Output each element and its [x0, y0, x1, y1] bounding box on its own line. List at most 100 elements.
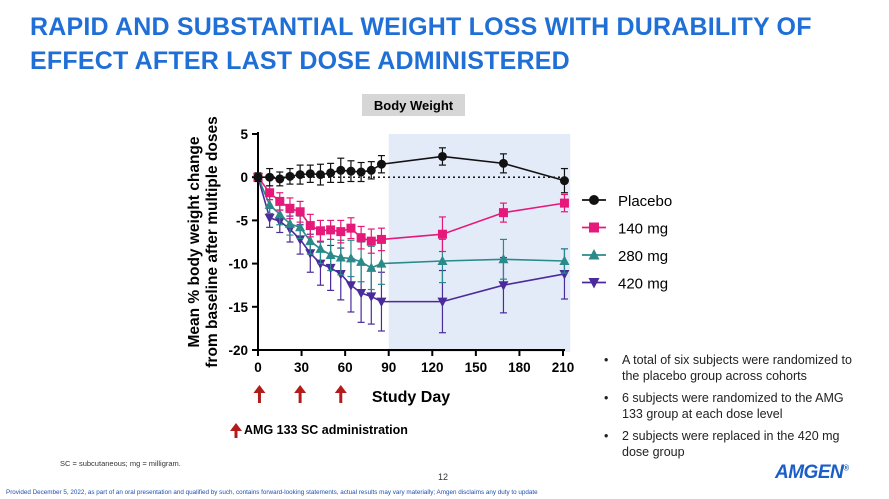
data-point-420-mg	[264, 213, 275, 224]
series-line-placebo	[258, 155, 565, 182]
y-axis-label-line-2: from baseline after multiple doses	[204, 116, 221, 368]
data-point-280-mg	[366, 262, 377, 272]
data-point-140-mg	[356, 233, 366, 243]
data-point-placebo	[498, 158, 508, 168]
data-point-420-mg	[315, 259, 326, 270]
data-point-140-mg	[437, 229, 447, 239]
x-tick-label: 30	[294, 360, 309, 375]
legend-marker-140-mg	[589, 222, 599, 233]
x-tick-label: 0	[254, 360, 262, 375]
y-tick-label: -20	[228, 343, 248, 358]
data-point-280-mg	[335, 252, 346, 262]
data-point-280-mg	[295, 221, 306, 232]
arrow-head	[253, 385, 266, 393]
y-tick-label: 0	[240, 170, 248, 185]
slide-title-line-1: RAPID AND SUBSTANTIAL WEIGHT LOSS WITH D…	[30, 13, 812, 41]
follow-up-shaded-region	[388, 134, 571, 352]
dose-arrow-icon	[294, 385, 307, 403]
footnote: SC = subcutaneous; mg = milligram.	[60, 459, 181, 468]
data-point-140-mg	[265, 188, 275, 198]
data-point-280-mg	[559, 255, 570, 266]
data-point-placebo	[253, 172, 263, 182]
chart-title-box	[362, 94, 465, 116]
bullet-list: A total of six subjects were randomized …	[604, 352, 859, 466]
x-tick-label: 60	[338, 360, 353, 375]
data-point-placebo	[295, 170, 305, 180]
y-tick-label: -5	[236, 213, 248, 228]
data-point-420-mg	[295, 235, 306, 245]
data-point-140-mg	[315, 226, 325, 236]
legend-label-280-mg: 280 mg	[618, 248, 668, 265]
data-point-420-mg	[356, 288, 367, 299]
data-point-420-mg	[376, 297, 387, 308]
logo-text: AMGEN	[775, 462, 844, 483]
data-point-placebo	[275, 174, 285, 184]
data-point-280-mg	[274, 208, 285, 219]
arrow-head	[294, 385, 307, 393]
data-point-280-mg	[305, 235, 316, 246]
x-tick-label: 210	[552, 360, 575, 375]
legend-marker-placebo	[589, 195, 599, 205]
bullet-item-1: A total of six subjects were randomized …	[604, 352, 859, 384]
y-tick-label: -10	[228, 257, 248, 272]
dose-annotation-label: AMG 133 SC administration	[244, 423, 408, 437]
x-tick-label: 120	[421, 360, 444, 375]
data-point-placebo	[366, 165, 376, 175]
data-point-280-mg	[325, 249, 336, 259]
y-tick-label: 5	[240, 127, 248, 142]
series-line-280-mg	[257, 176, 565, 269]
legend-marker-280-mg	[588, 249, 600, 260]
legend-label-140-mg: 140 mg	[618, 221, 668, 238]
data-point-placebo	[559, 176, 569, 186]
dose-legend-arrow-icon	[230, 423, 242, 438]
data-point-placebo	[305, 169, 315, 179]
series-line-420-mg	[257, 176, 565, 303]
data-point-140-mg	[326, 225, 336, 235]
data-point-140-mg	[285, 203, 295, 213]
legend-label-420-mg: 420 mg	[618, 276, 668, 293]
series-line-140-mg	[257, 176, 565, 242]
dose-arrow-icon	[334, 385, 347, 403]
data-point-420-mg	[366, 292, 377, 302]
data-point-420-mg	[498, 281, 509, 291]
slide-title-line-2: EFFECT AFTER LAST DOSE ADMINISTERED	[30, 47, 570, 75]
x-tick-label: 150	[465, 360, 488, 375]
data-point-420-mg	[437, 297, 448, 308]
amgen-logo: AMGEN®	[775, 462, 849, 484]
data-point-140-mg	[295, 207, 305, 217]
data-point-280-mg	[315, 243, 326, 253]
data-point-placebo	[336, 165, 346, 175]
bullet-item-3: 2 subjects were replaced in the 420 mg d…	[604, 428, 859, 460]
data-point-placebo	[376, 159, 386, 169]
data-point-140-mg	[336, 227, 346, 237]
data-point-140-mg	[275, 196, 285, 206]
arrow-head	[334, 385, 347, 393]
data-point-140-mg	[366, 236, 376, 246]
data-point-placebo	[315, 170, 325, 180]
data-point-280-mg	[264, 199, 275, 209]
data-point-280-mg	[498, 253, 509, 264]
data-point-placebo	[265, 172, 275, 182]
disclaimer: Provided December 5, 2022, as part of an…	[6, 489, 538, 496]
x-axis-label: Study Day	[372, 389, 450, 406]
data-point-placebo	[346, 166, 356, 176]
legend-label-placebo: Placebo	[618, 193, 672, 210]
data-point-placebo	[437, 151, 447, 161]
data-point-placebo	[285, 171, 295, 181]
data-point-140-mg	[559, 198, 569, 208]
dose-arrow-icon	[253, 385, 266, 403]
data-point-280-mg	[437, 255, 448, 266]
data-point-420-mg	[559, 269, 570, 280]
data-point-140-mg	[376, 234, 386, 244]
slide-title: RAPID AND SUBSTANTIAL WEIGHT LOSS WITH D…	[30, 10, 860, 78]
legend-marker-420-mg	[588, 278, 600, 289]
y-axis-label-line-1: Mean % body weight change	[186, 136, 203, 347]
data-point-140-mg	[498, 208, 508, 218]
data-point-420-mg	[345, 281, 356, 291]
data-point-280-mg	[356, 256, 367, 266]
x-tick-label: 90	[381, 360, 396, 375]
data-point-placebo	[326, 168, 336, 178]
arrow-head	[230, 423, 242, 431]
data-point-140-mg	[305, 221, 315, 231]
